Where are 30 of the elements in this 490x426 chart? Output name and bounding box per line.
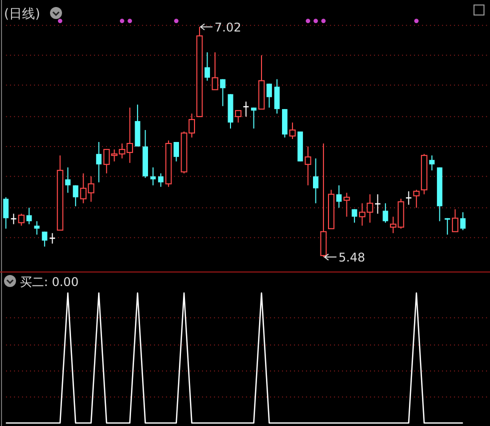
candlestick <box>10 213 16 225</box>
candlestick <box>313 158 318 204</box>
candlestick <box>96 141 102 183</box>
candlestick <box>429 154 435 171</box>
candlestick <box>251 107 256 130</box>
candlestick <box>382 202 388 224</box>
candlestick <box>150 166 156 186</box>
candlestick <box>65 166 71 194</box>
text: (日线) <box>4 7 40 22</box>
annotation: 5.48 <box>338 250 366 265</box>
candlestick <box>444 218 450 236</box>
candlestick <box>42 231 48 248</box>
candlestick <box>34 220 40 236</box>
candlestick <box>220 78 226 107</box>
candlestick <box>304 146 312 186</box>
candlestick <box>3 196 9 230</box>
candlestick <box>336 184 342 208</box>
candlestick <box>460 212 466 231</box>
candlestick <box>158 172 164 188</box>
annotation: 7.02 <box>214 20 242 34</box>
candlestick <box>72 184 78 207</box>
candlestick <box>243 101 249 118</box>
candlestick <box>174 141 179 162</box>
chart-title: 买二: 0.00 <box>20 275 79 289</box>
candlestick <box>204 52 210 82</box>
candlestick <box>50 232 56 244</box>
candlestick <box>266 83 272 108</box>
candlestick <box>352 208 358 224</box>
candlestick <box>274 78 280 114</box>
candlestick <box>26 207 32 225</box>
